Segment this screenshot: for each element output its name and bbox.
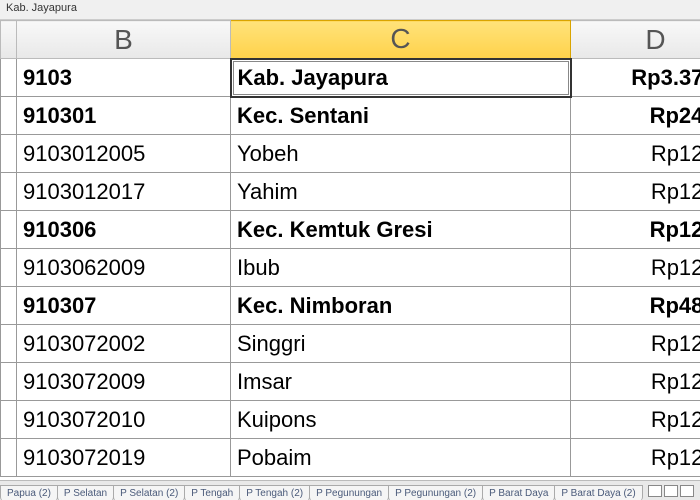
sheet-tab[interactable]: P Barat Daya	[482, 485, 555, 500]
col-header-b[interactable]: B	[17, 21, 231, 59]
page-break-view-icon[interactable]	[680, 485, 694, 497]
view-mode-icons	[648, 481, 700, 500]
cell-name[interactable]: Pobaim	[231, 439, 571, 477]
cell-amount[interactable]: Rp120.4	[571, 363, 700, 401]
col-header-d[interactable]: D	[571, 21, 700, 59]
table-row: 9103Kab. JayapuraRp3.372.0	[1, 59, 700, 97]
cell-amount[interactable]: Rp240.8	[571, 97, 700, 135]
cell-amount[interactable]: Rp120.4	[571, 135, 700, 173]
cell-code[interactable]: 910307	[17, 287, 231, 325]
cell-code[interactable]: 9103012017	[17, 173, 231, 211]
cell-name[interactable]: Ibub	[231, 249, 571, 287]
row-gutter[interactable]	[1, 287, 17, 325]
cell-name[interactable]: Kab. Jayapura	[231, 59, 571, 97]
table-row: 9103012017YahimRp120.4	[1, 173, 700, 211]
worksheet-area: B C D 9103Kab. JayapuraRp3.372.0910301Ke…	[0, 20, 700, 480]
row-gutter[interactable]	[1, 135, 17, 173]
cell-name[interactable]: Kec. Nimboran	[231, 287, 571, 325]
cell-code[interactable]: 9103072019	[17, 439, 231, 477]
name-box[interactable]: Kab. Jayapura	[0, 0, 700, 20]
sheet-tab[interactable]: P Pegunungan (2)	[388, 485, 483, 500]
table-row: 910307Kec. NimboranRp481.7	[1, 287, 700, 325]
cell-amount[interactable]: Rp120.4	[571, 211, 700, 249]
corner-cell[interactable]	[1, 21, 17, 59]
row-gutter[interactable]	[1, 173, 17, 211]
sheet-tab[interactable]: Papua (2)	[0, 485, 58, 500]
sheet-tab[interactable]: P Pegunungan	[309, 485, 389, 500]
table-row: 9103072009ImsarRp120.4	[1, 363, 700, 401]
cell-name[interactable]: Imsar	[231, 363, 571, 401]
cell-code[interactable]: 910301	[17, 97, 231, 135]
cell-code[interactable]: 9103072010	[17, 401, 231, 439]
row-gutter[interactable]	[1, 439, 17, 477]
spreadsheet-grid: B C D 9103Kab. JayapuraRp3.372.0910301Ke…	[0, 20, 700, 477]
cell-code[interactable]: 9103072009	[17, 363, 231, 401]
row-gutter[interactable]	[1, 97, 17, 135]
row-gutter[interactable]	[1, 59, 17, 97]
row-gutter[interactable]	[1, 249, 17, 287]
sheet-tabs-bar: Papua (2)P SelatanP Selatan (2)P TengahP…	[0, 480, 700, 500]
sheet-tab[interactable]: P Tengah (2)	[239, 485, 310, 500]
table-row: 910306Kec. Kemtuk GresiRp120.4	[1, 211, 700, 249]
cell-amount[interactable]: Rp3.372.0	[571, 59, 700, 97]
cell-amount[interactable]: Rp120.4	[571, 249, 700, 287]
cell-code[interactable]: 9103072002	[17, 325, 231, 363]
cell-name[interactable]: Yahim	[231, 173, 571, 211]
cell-code[interactable]: 9103062009	[17, 249, 231, 287]
cell-amount[interactable]: Rp120.4	[571, 325, 700, 363]
sheet-tab[interactable]: P Selatan (2)	[113, 485, 185, 500]
cell-name[interactable]: Kuipons	[231, 401, 571, 439]
column-header-row: B C D	[1, 21, 700, 59]
cell-code[interactable]: 9103	[17, 59, 231, 97]
table-row: 910301Kec. SentaniRp240.8	[1, 97, 700, 135]
cell-amount[interactable]: Rp120.4	[571, 173, 700, 211]
cell-code[interactable]: 9103012005	[17, 135, 231, 173]
table-row: 9103072010KuiponsRp120.4	[1, 401, 700, 439]
sheet-tab[interactable]: P Barat Daya (2)	[554, 485, 642, 500]
cell-name[interactable]: Singgri	[231, 325, 571, 363]
row-gutter[interactable]	[1, 211, 17, 249]
cell-name[interactable]: Kec. Sentani	[231, 97, 571, 135]
cell-name[interactable]: Yobeh	[231, 135, 571, 173]
table-row: 9103072019PobaimRp120.4	[1, 439, 700, 477]
row-gutter[interactable]	[1, 363, 17, 401]
sheet-tab[interactable]: P Tengah	[184, 485, 240, 500]
normal-view-icon[interactable]	[648, 485, 662, 497]
cell-code[interactable]: 910306	[17, 211, 231, 249]
sheet-tab[interactable]: P Selatan	[57, 485, 114, 500]
table-row: 9103062009IbubRp120.4	[1, 249, 700, 287]
row-gutter[interactable]	[1, 401, 17, 439]
table-row: 9103012005YobehRp120.4	[1, 135, 700, 173]
page-layout-view-icon[interactable]	[664, 485, 678, 497]
cell-amount[interactable]: Rp120.4	[571, 401, 700, 439]
cell-amount[interactable]: Rp120.4	[571, 439, 700, 477]
cell-name[interactable]: Kec. Kemtuk Gresi	[231, 211, 571, 249]
table-row: 9103072002SinggriRp120.4	[1, 325, 700, 363]
col-header-c[interactable]: C	[231, 21, 571, 59]
cell-amount[interactable]: Rp481.7	[571, 287, 700, 325]
row-gutter[interactable]	[1, 325, 17, 363]
